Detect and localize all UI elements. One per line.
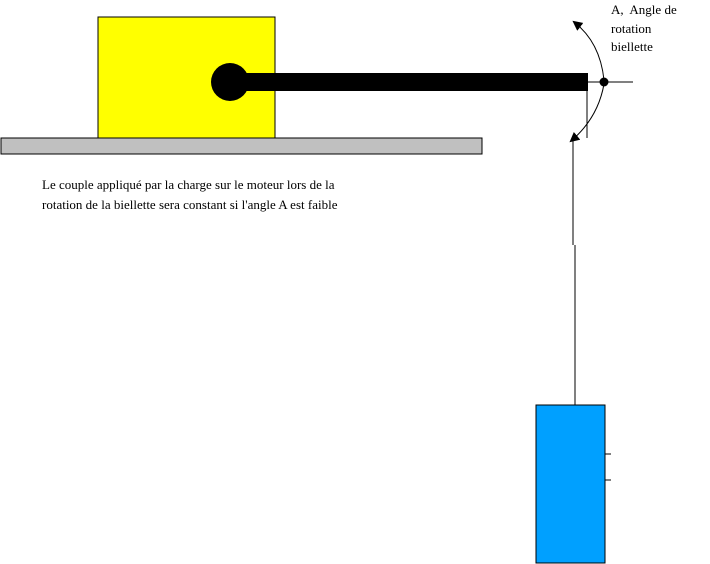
hanging-weight (535, 404, 606, 564)
connecting-rod (230, 73, 588, 91)
base-plate (0, 137, 483, 155)
angle-label-line2: rotation (611, 21, 652, 36)
angle-label-line3: biellette (611, 39, 653, 54)
angle-label-line1: A, Angle de (611, 2, 677, 17)
rotation-arrow-down (569, 83, 605, 143)
rotation-arrow-up (572, 20, 605, 81)
caption-line2: rotation de la biellette sera constant s… (42, 197, 338, 212)
angle-pivot-point (599, 77, 609, 87)
rod-pivot-joint (211, 63, 249, 101)
caption-line1: Le couple appliqué par la charge sur le … (42, 177, 335, 192)
